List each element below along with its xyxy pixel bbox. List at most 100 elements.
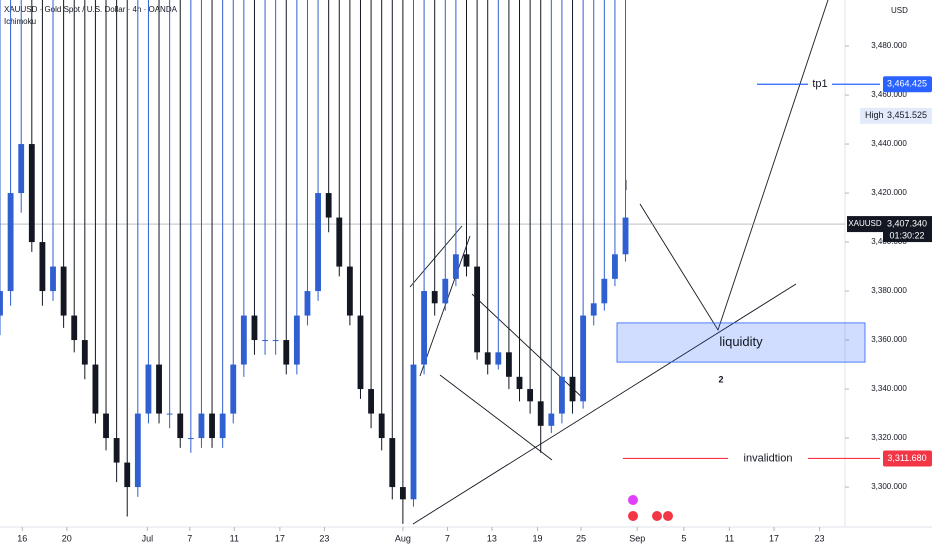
candle-body — [92, 364, 99, 414]
candle-body — [230, 364, 237, 414]
high-tag-name: High — [865, 110, 884, 120]
candle-body — [272, 340, 279, 342]
chart-title: XAUUSD · Gold Spot / U.S. Dollar · 4h · … — [4, 5, 178, 14]
candle-body — [484, 352, 491, 365]
candle-body — [209, 413, 215, 439]
candle-body — [622, 217, 629, 255]
channel-line — [471, 293, 586, 401]
candle-body — [516, 376, 523, 390]
candle-body — [251, 315, 258, 341]
x-tick-label: Sep — [629, 533, 645, 543]
y-tick-label: 3,300.000 — [871, 482, 907, 491]
price-tag — [883, 76, 932, 93]
x-tick-label: 11 — [725, 533, 734, 543]
trend-line — [412, 283, 797, 525]
x-tick-label: Aug — [395, 533, 411, 543]
candle-body — [60, 266, 67, 316]
x-tick-label: 13 — [487, 533, 497, 543]
x-tick-label: 19 — [533, 533, 543, 543]
candle-body — [50, 266, 56, 292]
high-tag — [860, 107, 932, 124]
candle-body — [421, 291, 428, 365]
candle-body — [495, 352, 502, 365]
candle-body — [590, 303, 597, 316]
candle-body — [304, 291, 311, 316]
event-icon — [628, 511, 638, 521]
candle-body — [601, 278, 608, 304]
candle-body — [71, 315, 78, 341]
y-tick-label: 3,320.000 — [871, 433, 907, 442]
candle-body — [7, 193, 14, 292]
candle-body — [0, 291, 3, 316]
price-tag-label: 3,311.680 — [887, 453, 926, 463]
candle-body — [145, 364, 152, 414]
zone-label: liquidity — [719, 334, 763, 349]
x-tick-label: 25 — [576, 533, 586, 543]
y-tick-label: 3,360.000 — [871, 335, 907, 344]
candle-body — [452, 254, 459, 279]
candle-body — [559, 376, 565, 414]
candle-body — [177, 413, 184, 439]
candle-body — [124, 462, 131, 488]
event-icon — [652, 511, 662, 521]
symbol-tag — [847, 216, 883, 233]
candle-body — [612, 254, 618, 279]
candle-body — [113, 438, 120, 463]
last-price-label: 3,407.340 — [887, 218, 927, 228]
event-icons — [628, 495, 673, 521]
candle-body — [198, 413, 205, 439]
candle-body — [240, 315, 247, 365]
indicator-name: Ichimoku — [4, 17, 36, 26]
candle-body — [166, 413, 173, 415]
candle-body — [325, 193, 332, 218]
price-tag-label: 3,464.425 — [887, 79, 927, 89]
candle-body — [474, 266, 481, 353]
candle-body — [346, 266, 353, 316]
candle-body — [357, 315, 364, 390]
candle-body — [399, 487, 406, 500]
last-price-tag — [883, 216, 932, 243]
candle-body — [537, 401, 544, 426]
channel-line — [439, 374, 553, 461]
price-tag — [883, 450, 932, 467]
high-tag-value: 3,451.525 — [887, 110, 927, 120]
price-line-label-bg — [808, 77, 832, 92]
projection-path — [639, 0, 829, 332]
event-icon — [628, 495, 638, 505]
countdown-label: 01:30:22 — [889, 230, 924, 240]
y-tick-label: 3,340.000 — [871, 384, 907, 393]
price-line-label-bg — [728, 451, 808, 466]
candle-body — [548, 413, 555, 426]
candle-body — [81, 340, 88, 365]
currency: USD — [891, 6, 908, 15]
candle-body — [410, 364, 417, 500]
x-tick-label: 5 — [681, 533, 686, 543]
candle-body — [389, 438, 396, 488]
candle-body — [187, 438, 194, 440]
zone-note: 2 — [718, 374, 723, 384]
liquidity-zone — [616, 322, 866, 363]
candle-body — [219, 413, 226, 439]
x-tick-label: 16 — [17, 533, 27, 543]
y-tick-label: 3,380.000 — [871, 286, 907, 295]
y-tick-label: 3,440.000 — [871, 139, 907, 148]
candle-body — [293, 315, 300, 365]
candle-body — [134, 413, 141, 488]
candle-body — [442, 278, 449, 304]
candle-body — [569, 376, 576, 402]
candle-body — [39, 242, 46, 292]
x-tick-label: 11 — [230, 533, 239, 543]
candle-body — [368, 389, 374, 414]
x-tick-label: 7 — [187, 533, 192, 543]
channel-line — [409, 225, 463, 288]
candle-body — [527, 389, 534, 402]
y-tick-label: 3,480.000 — [871, 41, 907, 50]
candle-body — [28, 144, 35, 243]
x-tick-label: 7 — [445, 533, 450, 543]
x-tick-label: Jul — [142, 533, 154, 543]
candle-body — [378, 413, 385, 439]
candle-body — [103, 413, 109, 439]
candle-body — [505, 352, 512, 377]
